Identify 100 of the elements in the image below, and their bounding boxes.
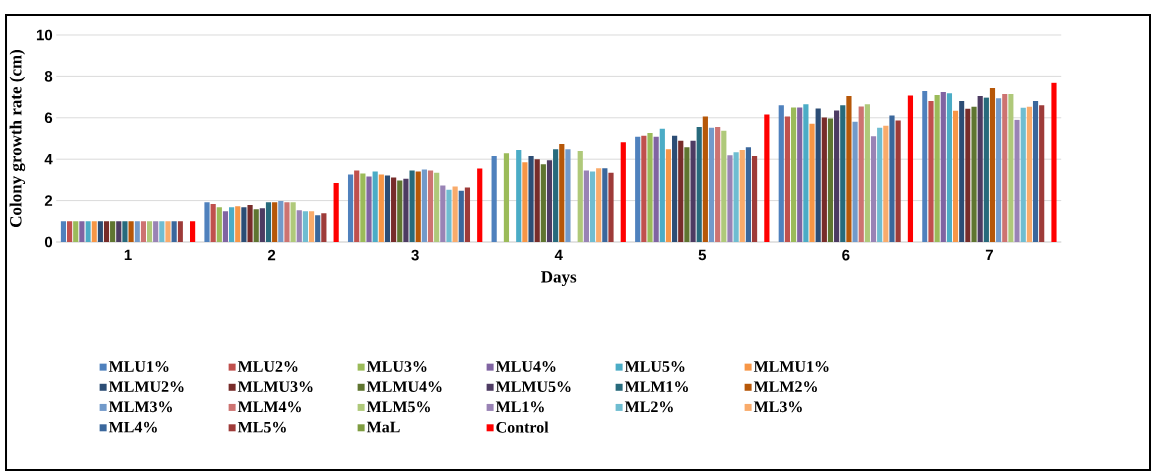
bar <box>222 211 229 242</box>
legend-label: MLM4% <box>237 401 301 413</box>
y-tick-label: 10 <box>36 29 53 41</box>
bar <box>216 207 222 242</box>
bar <box>91 221 97 242</box>
y-tick-label: 6 <box>44 112 53 124</box>
bar <box>928 101 934 242</box>
x-axis-title: Days <box>541 271 577 287</box>
bar <box>977 96 983 242</box>
bar <box>684 147 690 242</box>
bar <box>302 211 309 242</box>
bar <box>602 168 608 242</box>
bar <box>864 104 870 242</box>
bar <box>922 91 928 242</box>
x-tick-label: 6 <box>842 249 850 261</box>
bar <box>907 95 914 242</box>
legend-label: MLMU5% <box>495 381 571 393</box>
bar <box>464 187 471 242</box>
bar <box>73 221 79 242</box>
bar <box>971 106 977 242</box>
bar <box>110 221 116 242</box>
bar <box>235 206 241 242</box>
bar <box>60 221 67 242</box>
bar <box>946 93 953 242</box>
bar <box>983 97 989 242</box>
legend-label: MLM2% <box>753 381 817 393</box>
bar <box>877 127 883 242</box>
bar <box>953 110 959 242</box>
bar <box>97 221 103 242</box>
bar <box>440 185 446 242</box>
bar <box>827 118 834 242</box>
bar <box>372 171 378 242</box>
legend-label: ML1% <box>495 401 544 413</box>
bar <box>659 128 665 242</box>
bar <box>116 221 122 242</box>
bar <box>546 160 553 242</box>
bar <box>1051 82 1057 242</box>
bar <box>391 177 397 242</box>
x-tick-label: 4 <box>554 249 563 261</box>
bar <box>1008 93 1014 242</box>
bar <box>834 110 840 242</box>
bar <box>702 116 708 242</box>
legend-label: MaL <box>366 421 400 433</box>
bar <box>653 136 659 242</box>
bar <box>1020 107 1026 242</box>
bar <box>809 123 815 242</box>
bar <box>452 186 458 242</box>
bar <box>665 149 672 242</box>
legend-label: MLMU1% <box>753 361 829 372</box>
bar <box>189 221 196 242</box>
legend-label: Control <box>496 421 549 433</box>
bar <box>366 176 372 242</box>
legend-label: MLU2% <box>237 361 298 372</box>
bar <box>815 108 821 242</box>
bar <box>840 105 846 242</box>
bar <box>934 95 940 242</box>
bar <box>446 189 452 242</box>
bar <box>589 171 596 242</box>
bar <box>620 142 626 242</box>
bar <box>290 202 296 242</box>
bar <box>421 169 427 242</box>
bar <box>354 170 360 242</box>
legend-label: MLM5% <box>366 401 430 413</box>
bar <box>296 210 302 242</box>
bar <box>959 101 965 242</box>
bar <box>128 221 134 242</box>
bar <box>852 121 858 242</box>
y-tick-label: 4 <box>44 154 53 165</box>
bar <box>477 168 483 242</box>
bar <box>733 152 739 242</box>
bar <box>409 170 415 242</box>
bar <box>889 115 895 242</box>
bar <box>696 126 702 242</box>
legend-label: ML2% <box>624 401 673 413</box>
bar <box>103 221 110 242</box>
bar <box>1026 106 1032 242</box>
legend-label: MLM1% <box>624 381 688 393</box>
bar <box>259 208 265 242</box>
bar <box>803 104 809 242</box>
bar <box>85 221 91 242</box>
bar <box>434 172 440 242</box>
bar <box>895 120 901 242</box>
bar <box>858 106 864 242</box>
bar <box>784 116 791 242</box>
bar <box>204 202 210 242</box>
bar <box>503 153 510 242</box>
bar <box>122 221 128 242</box>
bar <box>846 96 852 242</box>
bar <box>1002 93 1008 242</box>
bar <box>165 221 171 242</box>
bar <box>996 98 1002 242</box>
bar <box>265 202 272 242</box>
bar <box>727 155 733 242</box>
bar <box>715 126 721 242</box>
bar <box>360 173 366 242</box>
bar <box>534 159 540 242</box>
bar <box>583 170 589 242</box>
bar <box>989 87 996 242</box>
legend-label: MLM3% <box>108 401 172 413</box>
legend-label: MLU1% <box>108 361 169 372</box>
